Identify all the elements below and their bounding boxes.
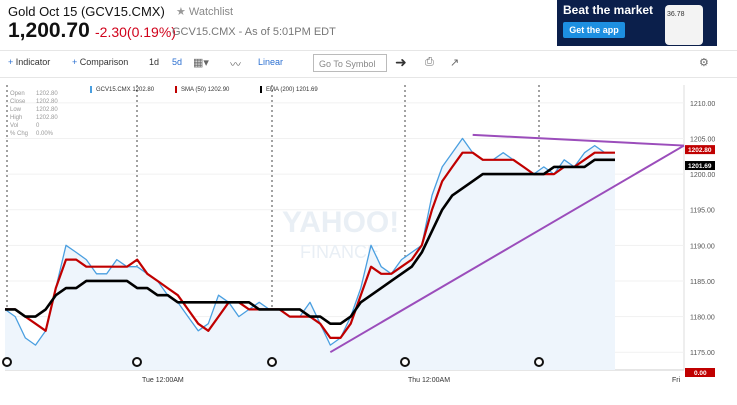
y-tick-label: 1185.00 (690, 279, 715, 286)
range-5d-tab[interactable]: 5d (172, 57, 183, 67)
ohlc-chg: % Chg 0.00% (10, 131, 54, 137)
legend-swatch-ema (260, 86, 262, 93)
bottom-badge-label: 0.00 (694, 370, 707, 377)
event-marker-icon (267, 357, 277, 367)
legend-swatch-sma (175, 86, 177, 93)
ohlc-readout: Open 1202.80 Close 1202.80 Low 1202.80 High… (10, 90, 62, 138)
x-tick-label: Thu 12:00AM (408, 377, 450, 384)
indicator-button[interactable]: + Indicator (8, 57, 50, 67)
watermark-yahoo: YAHOO! (282, 206, 399, 239)
event-marker-icon (534, 357, 544, 367)
event-marker-icon (2, 357, 12, 367)
y-tick-label: 1205.00 (690, 136, 715, 143)
comparison-button[interactable]: + Comparison (72, 57, 128, 67)
legend-swatch-price (90, 86, 92, 93)
quote-header: Gold Oct 15 (GCV15.CMX) ★ Watchlist 1,200… (0, 0, 737, 48)
print-icon[interactable]: ⎙ (425, 56, 434, 68)
price-badge-label: 1202.80 (688, 147, 712, 154)
get-app-button[interactable]: Get the app (563, 22, 625, 38)
legend-sma[interactable]: SMA (50) 1202.90 (175, 86, 229, 93)
y-tick-label: 1210.00 (690, 101, 715, 108)
ohlc-vol: Vol 0 (10, 123, 40, 129)
watchlist-button[interactable]: ★ Watchlist (176, 5, 233, 18)
trendline (329, 144, 685, 354)
ohlc-high: High 1202.80 (10, 115, 58, 121)
star-icon: ★ (176, 6, 186, 18)
price-area (5, 138, 615, 370)
price-badge (685, 145, 715, 155)
y-tick-label: 1180.00 (690, 315, 715, 322)
last-price: 1,200.70 (8, 19, 90, 42)
chart-toolbar: + Indicator + Comparison 1d 5d ▦▾ 〰 Line… (0, 50, 737, 78)
chart-type-icon[interactable]: 〰 (230, 59, 241, 71)
x-tick-label: Fri (672, 377, 681, 384)
plus-icon: + (72, 57, 78, 67)
scale-linear-button[interactable]: Linear (258, 57, 284, 67)
instrument-title: Gold Oct 15 (GCV15.CMX) (8, 4, 165, 19)
calendar-icon[interactable]: ▦▾ (193, 57, 209, 69)
share-icon[interactable]: ↗ (450, 57, 460, 69)
ohlc-close: Close 1202.80 (10, 99, 58, 105)
plus-icon: + (8, 57, 14, 67)
settings-gear-icon[interactable]: ⚙ (699, 57, 709, 69)
legend-ema[interactable]: EMA (200) 1201.69 (260, 86, 318, 93)
y-tick-label: 1200.00 (690, 172, 715, 179)
watchlist-label: Watchlist (188, 6, 234, 18)
app-ad-banner[interactable]: Beat the market Get the app 36.78 (557, 0, 717, 46)
y-tick-label: 1195.00 (690, 208, 715, 215)
indicator-label: Indicator (15, 57, 51, 67)
price-badge (685, 161, 715, 171)
range-1d-tab[interactable]: 1d (149, 57, 160, 67)
watermark-finance: FINANCE (300, 242, 379, 262)
phone-image: 36.78 (665, 5, 703, 45)
event-marker-icon (400, 357, 410, 367)
ohlc-low: Low 1202.80 (10, 107, 58, 113)
ohlc-open: Open 1202.80 (10, 91, 58, 97)
trendline (472, 133, 685, 147)
symbol-input[interactable]: Go To Symbol (313, 54, 387, 72)
chart-axis: 1210.00 1205.00 1200.00 1195.00 1190.00 1185.… (2, 101, 715, 384)
y-tick-label: 1190.00 (690, 243, 715, 250)
ema-line (5, 158, 615, 326)
comparison-label: Comparison (79, 57, 129, 67)
price-badge-label: 1201.69 (688, 163, 712, 170)
legend-price[interactable]: GCV15.CMX 1202.80 (90, 86, 154, 93)
chart-series (4, 133, 685, 370)
x-tick-label: Tue 12:00AM (142, 377, 184, 384)
as-of-time: GCV15.CMX - As of 5:01PM EDT (172, 26, 336, 38)
y-tick-label: 1175.00 (690, 350, 715, 357)
event-marker-icon (132, 357, 142, 367)
go-arrow-icon[interactable]: ➜ (395, 54, 407, 70)
phone-value: 36.78 (667, 11, 685, 18)
price-change: -2.30(0.19%) (95, 24, 176, 40)
bottom-badge (685, 368, 715, 377)
ad-headline: Beat the market (563, 3, 654, 17)
